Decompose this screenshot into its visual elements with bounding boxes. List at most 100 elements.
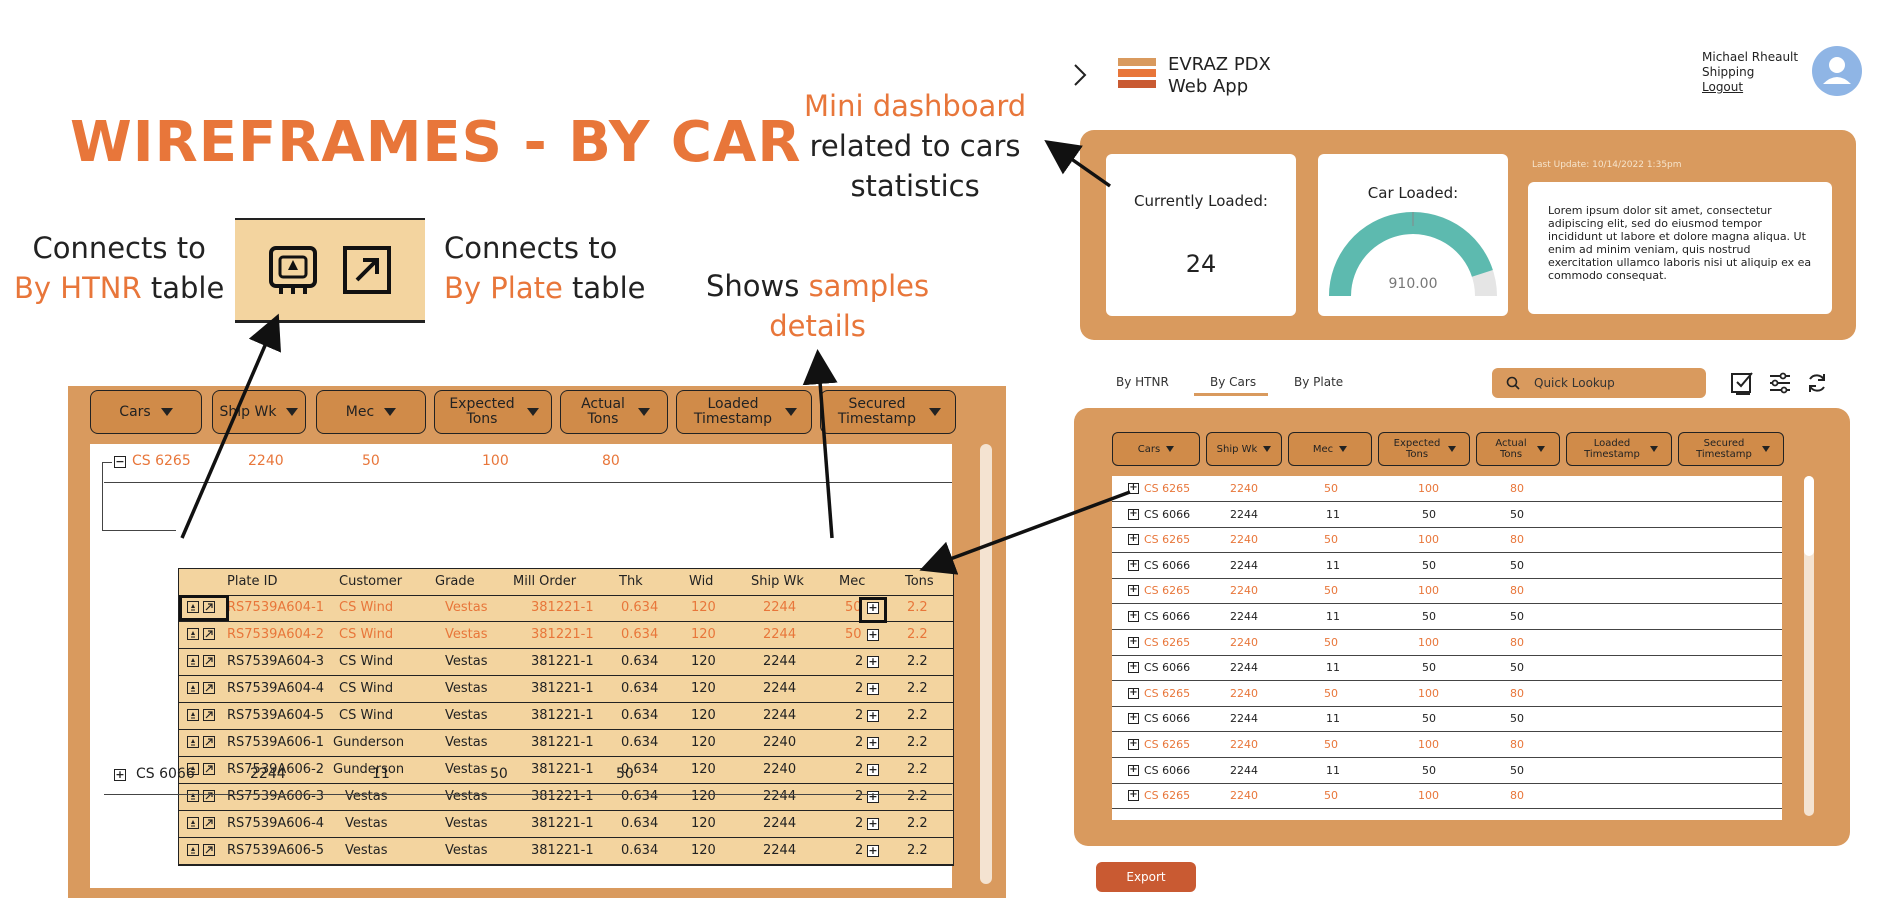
expand-icon[interactable]: + [1128, 661, 1139, 674]
plate-id-cell[interactable]: RS7539A604-3 [227, 654, 325, 669]
table-row[interactable]: + CS 6066 2244 11 50 50 [1112, 553, 1782, 579]
plate-id-cell[interactable]: RS7539A604-5 [227, 708, 325, 723]
plate-row[interactable]: RS7539A604-1 CS Wind Vestas 381221-1 0.634 12… [179, 595, 953, 622]
table-row[interactable]: + CS 6066 2244 11 50 50 [1112, 604, 1782, 630]
htnr-link-icon[interactable] [187, 736, 199, 748]
plate-row[interactable]: RS7539A606-5 Vestas Vestas 381221-1 0.634 120… [179, 838, 953, 865]
car-id-cell[interactable]: CS 6265 [132, 453, 191, 469]
cell-car[interactable]: CS 6066 [1144, 507, 1191, 521]
expand-icon[interactable]: + [1128, 686, 1139, 699]
header-cars-button[interactable]: Cars [1112, 432, 1200, 466]
cell-car[interactable]: CS 6066 [1144, 712, 1191, 726]
export-button[interactable]: Export [1096, 862, 1196, 892]
cell-car[interactable]: CS 6066 [1144, 661, 1191, 675]
expand-icon[interactable]: + [1128, 635, 1139, 648]
chevron-right-icon[interactable] [1072, 62, 1088, 88]
plate-id-cell[interactable]: RS7539A606-5 [227, 843, 325, 858]
plate-row[interactable]: RS7539A606-3 Vestas Vestas 381221-1 0.634 120… [179, 784, 953, 811]
header-actual-button[interactable]: Actual Tons [560, 390, 668, 434]
header-expected-button[interactable]: Expected Tons [1378, 432, 1470, 466]
plate-id-cell[interactable]: RS7539A606-2 [227, 762, 325, 777]
expand-samples-icon[interactable]: + [867, 709, 879, 722]
header-actual-button[interactable]: Actual Tons [1476, 432, 1560, 466]
htnr-link-icon[interactable] [187, 709, 199, 721]
filter-sliders-icon[interactable] [1768, 372, 1792, 394]
header-mec-button[interactable]: Mec [316, 390, 426, 434]
quick-lookup-search[interactable]: Quick Lookup [1492, 368, 1706, 398]
cell-car[interactable]: CS 6265 [1144, 738, 1191, 751]
expand-icon[interactable]: + [1128, 610, 1139, 622]
expand-samples-icon[interactable]: + [867, 817, 879, 830]
cell-car[interactable]: CS 6265 [1144, 635, 1191, 649]
checklist-icon[interactable] [1730, 370, 1756, 396]
tab-by-cars[interactable]: By Cars [1210, 375, 1257, 389]
expand-icon[interactable]: + [1128, 789, 1139, 802]
tab-by-htnr[interactable]: By HTNR [1116, 375, 1169, 389]
htnr-link-icon[interactable] [187, 628, 199, 640]
table-row[interactable]: + CS 6066 2244 11 50 50 [1112, 758, 1782, 784]
htnr-link-icon[interactable] [187, 601, 199, 613]
expand-samples-icon[interactable]: + [867, 736, 879, 749]
tab-by-plate[interactable]: By Plate [1294, 375, 1344, 389]
plate-link-icon[interactable] [203, 736, 215, 748]
plate-link-icon[interactable] [203, 655, 215, 667]
plate-link-icon[interactable] [203, 601, 215, 613]
cell-car[interactable]: CS 6066 [1144, 763, 1191, 777]
collapse-icon[interactable]: − [114, 455, 126, 468]
htnr-link-icon[interactable] [187, 844, 199, 856]
plate-link-icon[interactable] [203, 709, 215, 721]
expand-samples-icon[interactable]: + [867, 763, 879, 776]
vertical-scrollbar[interactable] [980, 444, 992, 884]
cell-car[interactable]: CS 6066 [1144, 610, 1191, 623]
expand-icon[interactable]: + [1128, 533, 1139, 546]
htnr-link-icon[interactable] [187, 763, 199, 775]
cell-car[interactable]: CS 6265 [1144, 482, 1191, 495]
expand-icon[interactable]: + [1128, 507, 1139, 520]
plate-row[interactable]: RS7539A604-3 CS Wind Vestas 381221-1 0.634 12… [179, 649, 953, 676]
expand-icon[interactable]: + [1128, 482, 1139, 494]
header-loaded-button[interactable]: Loaded Timestamp [676, 390, 812, 434]
htnr-link-icon[interactable] [187, 655, 199, 667]
cell-car[interactable]: CS 6265 [1144, 584, 1191, 598]
htnr-link-icon[interactable] [187, 790, 199, 802]
plate-id-cell[interactable]: RS7539A606-4 [227, 816, 325, 831]
expand-icon[interactable]: + [1128, 763, 1139, 776]
vertical-scrollbar[interactable] [1804, 476, 1814, 816]
cell-car[interactable]: CS 6265 [1144, 789, 1191, 803]
plate-link-icon[interactable] [203, 763, 215, 775]
plate-link-icon[interactable] [203, 790, 215, 802]
plate-row[interactable]: RS7539A604-5 CS Wind Vestas 381221-1 0.634 12… [179, 703, 953, 730]
expand-samples-icon[interactable]: + [867, 682, 879, 695]
plate-id-cell[interactable]: RS7539A606-3 [227, 789, 325, 804]
cell-car[interactable]: CS 6265 [1144, 686, 1191, 700]
table-row[interactable]: + CS 6265 2240 50 100 80 [1112, 681, 1782, 707]
header-secured-button[interactable]: Secured Timestamp [1678, 432, 1784, 466]
header-loaded-button[interactable]: Loaded Timestamp [1566, 432, 1672, 466]
plate-id-cell[interactable]: RS7539A604-2 [227, 627, 325, 642]
table-row[interactable]: + CS 6066 2244 11 50 50 [1112, 655, 1782, 682]
expand-samples-icon[interactable]: + [867, 844, 879, 857]
header-shipwk-button[interactable]: Ship Wk [1206, 432, 1282, 466]
plate-row[interactable]: RS7539A604-4 CS Wind Vestas 381221-1 0.634 12… [179, 676, 953, 703]
expand-icon[interactable]: + [1128, 738, 1139, 750]
refresh-icon[interactable] [1806, 372, 1828, 394]
htnr-link-icon[interactable] [187, 817, 199, 829]
expand-samples-icon[interactable]: + [867, 790, 879, 803]
table-row[interactable]: + CS 6265 2240 50 100 80 [1112, 630, 1782, 656]
table-row[interactable]: + CS 6066 2244 11 50 50 [1112, 502, 1782, 528]
header-cars-button[interactable]: Cars [90, 390, 202, 434]
expand-samples-icon[interactable]: + [867, 601, 879, 614]
car-id-cell[interactable]: CS 6066 [136, 766, 195, 782]
table-row[interactable]: + CS 6265 2240 50 100 80 [1112, 527, 1782, 554]
expand-samples-icon[interactable]: + [867, 628, 879, 641]
table-row[interactable]: + CS 6066 2244 11 50 50 [1112, 706, 1782, 733]
header-mec-button[interactable]: Mec [1288, 432, 1372, 466]
cell-car[interactable]: CS 6066 [1144, 558, 1191, 572]
plate-link-icon[interactable] [203, 844, 215, 856]
plate-link-icon[interactable] [203, 817, 215, 829]
plate-row[interactable]: RS7539A604-2 CS Wind Vestas 381221-1 0.634 12… [179, 622, 953, 649]
plate-row[interactable]: RS7539A606-2 Gunderson Vestas 381221-1 0.634… [179, 757, 953, 784]
logout-link[interactable]: Logout [1702, 80, 1744, 94]
avatar[interactable] [1812, 46, 1862, 96]
header-shipwk-button[interactable]: Ship Wk [212, 390, 306, 434]
